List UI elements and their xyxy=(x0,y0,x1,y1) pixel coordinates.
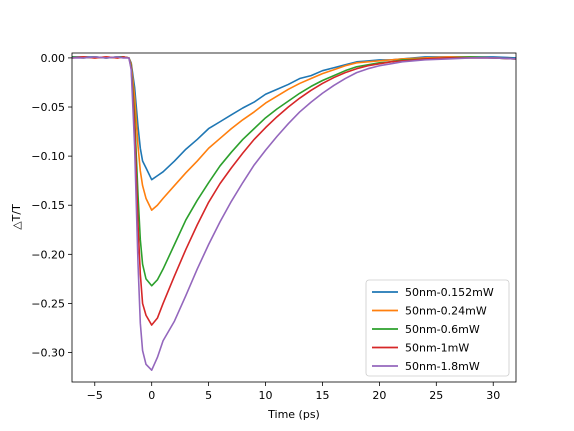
y-tick-label: −0.10 xyxy=(31,150,65,163)
x-tick-label: 15 xyxy=(315,389,329,402)
x-tick-label: 0 xyxy=(148,389,155,402)
legend-label: 50nm-1mW xyxy=(405,342,469,355)
y-axis: 0.00 −0.05 −0.10 −0.15 −0.20 −0.25 −0.30 xyxy=(31,52,72,360)
x-axis: −5 0 5 10 15 20 25 30 xyxy=(87,382,500,402)
x-tick-label: −5 xyxy=(87,389,103,402)
legend-label: 50nm-0.6mW xyxy=(405,323,480,336)
y-axis-title: △T/T xyxy=(10,204,23,230)
y-tick-label: −0.05 xyxy=(31,101,65,114)
y-tick-label: −0.25 xyxy=(31,297,65,310)
x-tick-label: 10 xyxy=(259,389,273,402)
y-tick-label: −0.30 xyxy=(31,347,65,360)
x-tick-label: 20 xyxy=(372,389,386,402)
x-axis-title: Time (ps) xyxy=(267,408,320,421)
y-tick-label: −0.15 xyxy=(31,199,65,212)
x-tick-label: 5 xyxy=(205,389,212,402)
legend-label: 50nm-0.152mW xyxy=(405,286,494,299)
legend-box xyxy=(365,279,510,377)
legend: 50nm-0.152mW 50nm-0.24mW 50nm-0.6mW 50nm-1m… xyxy=(365,279,510,377)
legend-label: 50nm-1.8mW xyxy=(405,360,480,373)
legend-label: 50nm-0.24mW xyxy=(405,305,487,318)
x-tick-label: 30 xyxy=(486,389,500,402)
series-layer xyxy=(71,56,517,372)
x-tick-label: 25 xyxy=(429,389,443,402)
y-tick-label: 0.00 xyxy=(41,52,66,65)
series-line-5 xyxy=(72,56,517,372)
y-tick-label: −0.20 xyxy=(31,248,65,261)
plot-frame xyxy=(71,52,517,383)
